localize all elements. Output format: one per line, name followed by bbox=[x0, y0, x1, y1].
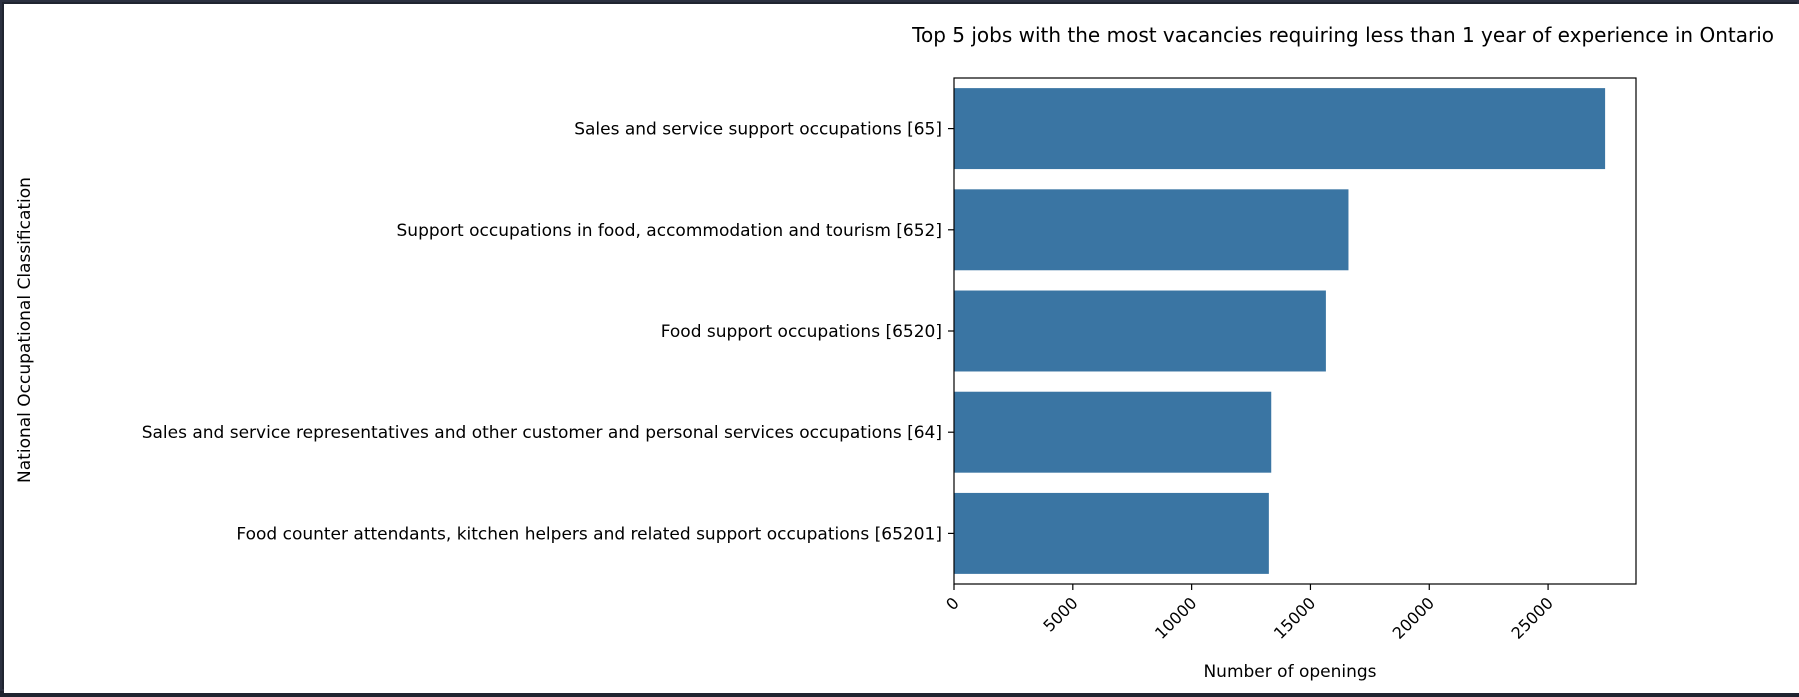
category-label-4: Sales and service representatives and ot… bbox=[142, 423, 942, 443]
category-label-5: Food counter attendants, kitchen helpers… bbox=[236, 524, 942, 544]
chart-title: Top 5 jobs with the most vacancies requi… bbox=[911, 23, 1774, 47]
category-label-2: Support occupations in food, accommodati… bbox=[397, 221, 942, 241]
x-tick-label: 20000 bbox=[1389, 593, 1438, 642]
x-tick-label: 25000 bbox=[1507, 593, 1556, 642]
plot-frame bbox=[953, 77, 1637, 585]
x-axis-label: Number of openings bbox=[1203, 662, 1376, 682]
bars-layer bbox=[954, 88, 1606, 574]
category-label-1: Sales and service support occupations [6… bbox=[574, 120, 942, 140]
x-tick-label: 0 bbox=[942, 593, 963, 614]
category-labels: Sales and service support occupations [6… bbox=[142, 120, 954, 544]
x-tick-label: 10000 bbox=[1151, 593, 1200, 642]
bar-5 bbox=[954, 492, 1269, 574]
bar-1 bbox=[954, 88, 1606, 170]
x-tick-label: 5000 bbox=[1039, 593, 1081, 635]
chart-canvas: Top 5 jobs with the most vacancies requi… bbox=[4, 4, 1799, 693]
bar-2 bbox=[954, 189, 1349, 271]
bar-3 bbox=[954, 290, 1326, 372]
y-axis-label: National Occupational Classification bbox=[15, 177, 35, 483]
bar-4 bbox=[954, 391, 1272, 473]
x-axis-ticks: 0 5000 10000 15000 20000 25000 bbox=[942, 584, 1557, 643]
x-tick-label: 15000 bbox=[1270, 593, 1319, 642]
category-label-3: Food support occupations [6520] bbox=[661, 322, 942, 342]
bar-chart: Top 5 jobs with the most vacancies requi… bbox=[15, 23, 1774, 682]
